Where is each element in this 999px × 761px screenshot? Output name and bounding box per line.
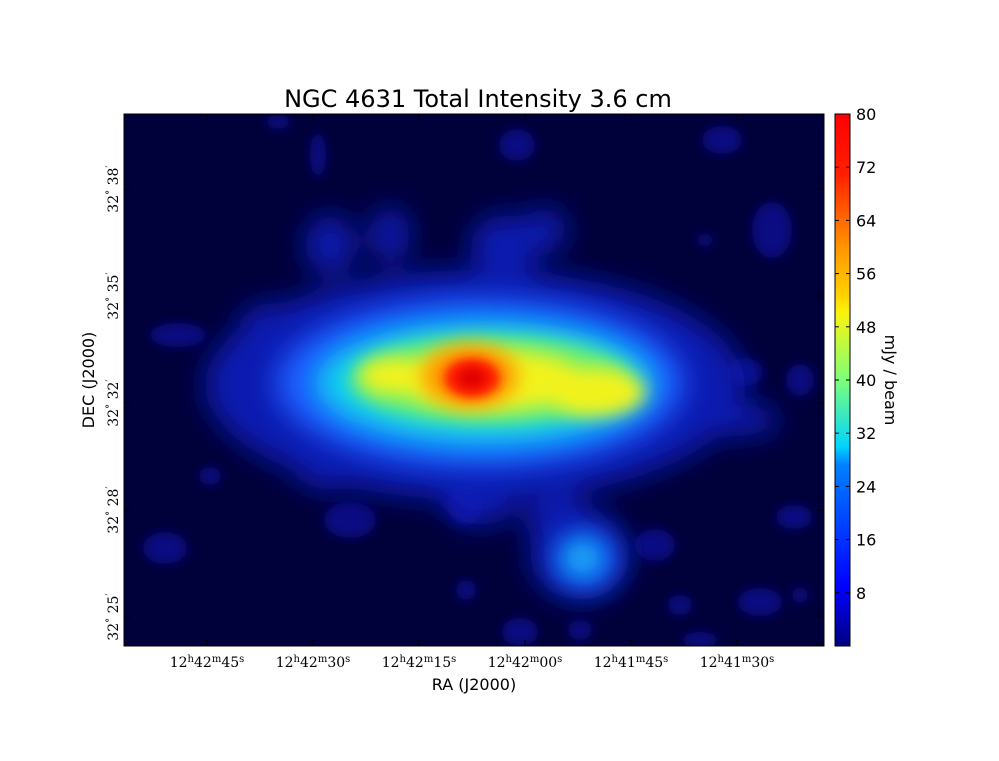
y-tick-label: 32° 35′ [105,272,123,320]
x-tick-label: 12h42m15s [382,654,457,672]
colorbar-tick-label: 80 [856,105,876,124]
y-axis-ticks: 32° 38′ 32° 35′ 32° 32′ 32° 28′ 32° 25′ [105,165,824,641]
y-axis-label: DEC (J2000) [79,332,98,429]
plot-frame [123,113,825,647]
colorbar-tick-label: 16 [856,531,876,550]
x-tick-label: 12h41m45s [594,654,669,672]
x-axis-ticks: 12h42m45s 12h42m30s 12h42m15s 12h42m00s 12h4… [170,114,775,672]
nucleus-peak [458,368,486,388]
colorbar-tick-label: 32 [856,424,876,443]
colorbar-tick-label: 40 [856,371,876,390]
colorbar-tick-label: 64 [856,211,876,230]
x-tick-label: 12h41m30s [700,654,775,672]
y-tick-label: 32° 25′ [105,593,123,641]
chart-title: NGC 4631 Total Intensity 3.6 cm [284,85,672,113]
colorbar-ticks: 8 16 24 32 40 48 56 64 72 80 [835,105,876,603]
intensity-map [124,114,824,646]
x-axis-label: RA (J2000) [432,675,516,694]
colorbar: 8 16 24 32 40 48 56 64 72 80 mJy / beam [834,105,900,647]
y-tick-label: 32° 38′ [105,165,123,213]
colorbar-tick-label: 8 [856,584,866,603]
y-tick-label: 32° 32′ [105,379,123,427]
colorbar-label: mJy / beam [881,335,900,426]
colorbar-tick-label: 56 [856,265,876,284]
colorbar-tick-label: 72 [856,158,876,177]
y-tick-label: 32° 28′ [105,486,123,534]
x-tick-label: 12h42m00s [488,654,563,672]
x-tick-label: 12h42m45s [170,654,245,672]
x-tick-label: 12h42m30s [276,654,351,672]
colorbar-tick-label: 48 [856,318,876,337]
colorbar-tick-label: 24 [856,477,876,496]
